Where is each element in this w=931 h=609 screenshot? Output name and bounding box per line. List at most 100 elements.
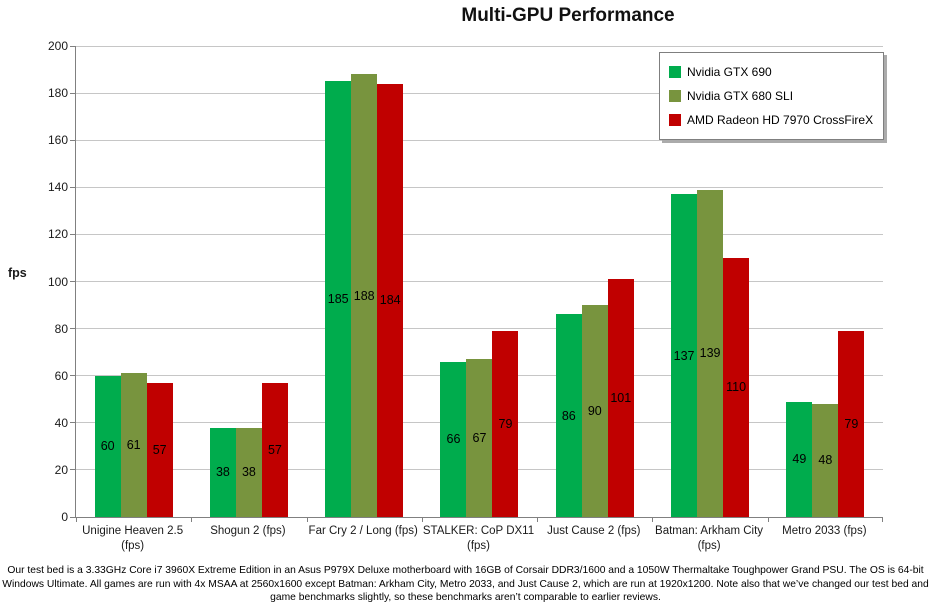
y-tick-label: 140 [47,180,68,195]
bar: 49 [786,401,813,517]
bar-group: 185 188 184 [307,46,422,517]
legend-item: Nvidia GTX 680 SLI [669,84,873,108]
bar-value-label: 79 [498,416,513,431]
legend-label: Nvidia GTX 680 SLI [687,89,794,103]
y-tick-label: 100 [47,274,68,289]
bar-value-label: 86 [561,408,576,423]
bar-value-label: 38 [241,465,256,480]
bar: 66 [440,361,467,517]
legend-item: Nvidia GTX 690 [669,60,873,84]
bar-value-label: 57 [152,442,167,457]
bar-value-label: 67 [472,431,487,446]
bar: 57 [146,382,173,517]
bar: 185 [325,81,352,517]
legend-swatch [669,114,681,126]
bar-value-label: 61 [126,438,141,453]
x-tick-mark [882,517,883,522]
bar-group: 137 139 110 [652,46,767,517]
legend: Nvidia GTX 690 Nvidia GTX 680 SLI AMD Rade… [659,52,885,140]
y-tick-mark [70,281,76,282]
bar: 137 [671,194,698,517]
footer-line: game benchmarks slightly, so these bench… [270,592,661,603]
x-tick-mark [652,517,653,522]
x-tick-mark [537,517,538,522]
gridline [76,139,883,141]
bar-value-label: 79 [844,416,859,431]
gridline [76,328,883,330]
bar: 48 [812,403,839,517]
y-tick-mark [70,233,76,235]
y-axis-title: fps [8,266,27,280]
footer-line: Windows Ultimate. All games are run with… [2,578,929,590]
chart-title: Multi-GPU Performance [461,5,675,26]
legend-swatch [669,90,681,102]
y-tick-mark [70,328,76,330]
y-tick-label: 200 [47,39,68,53]
bar: 139 [697,189,724,517]
y-tick-label: 20 [54,462,68,477]
category-label: Shogun 2 (fps) [210,525,286,537]
y-tick-mark [70,45,76,47]
y-tick-label: 180 [47,86,68,101]
category-label: STALKER: CoP DX11 (fps) [422,525,535,552]
category-label: Far Cry 2 / Long (fps) [308,525,418,537]
bar-value-label: 110 [726,380,747,395]
bar: 57 [261,382,288,517]
bar-value-label: 188 [353,288,375,303]
legend-label: AMD Radeon HD 7970 CrossFireX [687,113,874,127]
bar-value-label: 38 [215,465,230,480]
gridline [76,281,883,282]
bar-group: 60 61 57 [76,46,191,517]
x-tick-mark [76,517,77,522]
y-tick-label: 120 [47,227,68,242]
y-tick-mark [70,469,76,471]
y-tick-mark [70,516,76,518]
bar-value-label: 101 [610,391,632,406]
x-tick-mark [191,517,192,522]
y-tick-mark [70,422,76,424]
bar: 61 [120,373,147,517]
y-tick-mark [70,139,76,141]
category-label: Unigine Heaven 2.5 (fps) [82,525,184,552]
bar: 188 [351,74,378,517]
bar-value-label: 137 [673,348,695,363]
bar-value-label: 49 [792,452,807,467]
category-label: Batman: Arkham City (fps) [655,525,764,552]
footer-note: Our test bed is a 3.33GHz Core i7 3960X … [0,564,931,605]
legend-item: AMD Radeon HD 7970 CrossFireX [669,108,873,132]
bar-group: 66 67 79 [422,46,537,517]
bar-value-label: 57 [267,442,282,457]
bar: 101 [607,279,634,517]
bar-group: 38 38 57 [191,46,306,517]
bar-value-label: 185 [327,292,349,307]
legend-label: Nvidia GTX 690 [687,65,772,79]
bar-value-label: 60 [100,439,115,454]
bar-value-label: 90 [587,404,602,419]
plot-area: 60 61 57 38 38 57 185 188 184 66 67 79 86 90 101 137 139… [70,45,883,522]
bar: 79 [838,330,865,517]
gridline [76,186,883,188]
bar-group: 86 90 101 [537,46,652,517]
y-tick-label: 40 [54,415,68,430]
bar: 38 [209,427,236,517]
bar-value-label: 184 [379,293,401,308]
bar: 86 [555,314,582,517]
category-label: Just Cause 2 (fps) [547,525,641,537]
x-tick-mark [307,517,308,522]
y-tick-label: 160 [47,133,68,148]
y-tick-label: 0 [61,510,68,524]
legend-swatch [669,66,681,78]
bar: 184 [377,83,404,517]
bar: 38 [235,427,262,517]
bar-value-label: 48 [818,453,833,468]
bar: 110 [723,257,750,517]
y-tick-mark [70,92,76,94]
y-tick-label: 60 [54,368,68,383]
x-tick-mark [768,517,769,522]
gridline [76,45,883,47]
y-tick-label: 80 [54,321,68,336]
bar: 79 [492,330,519,517]
x-tick-mark [422,517,423,522]
y-tick-mark [70,186,76,188]
